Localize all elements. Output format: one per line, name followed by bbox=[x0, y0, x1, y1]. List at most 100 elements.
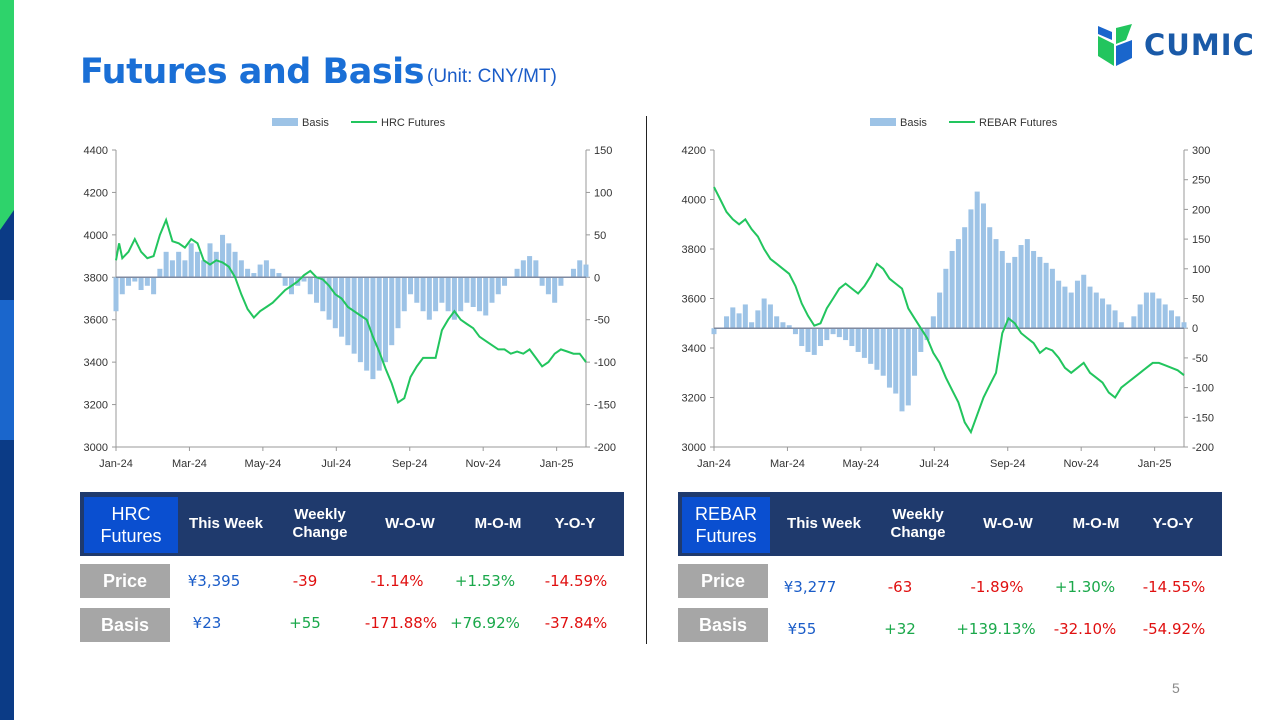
table-header-cell: Weekly Change bbox=[890, 506, 946, 541]
basis-bar bbox=[232, 251, 238, 278]
x-tick-label: Sep-24 bbox=[392, 458, 427, 470]
table-cell: -63 bbox=[887, 578, 913, 596]
basis-bar bbox=[213, 251, 219, 278]
table-cell: +32 bbox=[884, 620, 916, 638]
table-cell: -14.55% bbox=[1142, 578, 1206, 596]
basis-bar bbox=[495, 277, 501, 295]
basis-bar bbox=[1181, 322, 1187, 329]
left-tick-label: 3000 bbox=[682, 442, 706, 454]
basis-bar bbox=[1093, 292, 1099, 329]
basis-bar bbox=[736, 313, 742, 329]
table-cell: +1.53% bbox=[454, 572, 516, 590]
basis-bar bbox=[238, 260, 244, 278]
basis-bar bbox=[1024, 239, 1030, 329]
basis-bar bbox=[451, 277, 457, 320]
legend-label: Basis bbox=[900, 117, 927, 129]
basis-bar bbox=[799, 328, 805, 347]
basis-bar bbox=[724, 316, 730, 329]
table-cell: -32.10% bbox=[1053, 620, 1117, 638]
basis-bar bbox=[792, 328, 798, 335]
basis-bar bbox=[332, 277, 338, 329]
basis-bar bbox=[113, 277, 119, 312]
basis-bar bbox=[276, 273, 282, 278]
basis-bar bbox=[514, 268, 520, 278]
basis-bar bbox=[502, 277, 508, 286]
basis-bar bbox=[1043, 262, 1049, 329]
right-tick-label: 100 bbox=[594, 187, 612, 199]
table-header-cell: HRC Futures bbox=[84, 497, 178, 553]
basis-bar bbox=[314, 277, 320, 303]
chart-legend: Basis REBAR Futures bbox=[870, 117, 1058, 129]
panel-divider bbox=[646, 116, 647, 644]
table-cell: -1.14% bbox=[370, 572, 424, 590]
basis-bar bbox=[408, 277, 414, 295]
table-cell: ¥3,395 bbox=[187, 572, 241, 590]
basis-bar bbox=[533, 260, 539, 278]
legend-label: Basis bbox=[302, 117, 329, 129]
left-tick-label: 4400 bbox=[84, 145, 108, 157]
basis-bar bbox=[583, 264, 589, 278]
basis-bar bbox=[433, 277, 439, 312]
basis-bar bbox=[899, 328, 905, 412]
basis-bar bbox=[577, 260, 583, 278]
basis-bar bbox=[176, 251, 182, 278]
basis-bar bbox=[169, 260, 175, 278]
right-tick-label: 0 bbox=[594, 272, 600, 284]
right-tick-label: -50 bbox=[1192, 353, 1208, 365]
right-tick-label: 50 bbox=[1192, 294, 1204, 306]
left-tick-label: 3200 bbox=[84, 400, 108, 412]
chart-legend: Basis HRC Futures bbox=[272, 117, 446, 129]
basis-bar bbox=[849, 328, 855, 347]
x-tick-label: May-24 bbox=[245, 458, 282, 470]
basis-bar bbox=[924, 328, 930, 341]
basis-bar bbox=[389, 277, 395, 346]
futures-line bbox=[115, 217, 587, 404]
basis-bar bbox=[401, 277, 407, 312]
basis-bar bbox=[1074, 280, 1080, 329]
basis-bar bbox=[151, 277, 157, 295]
table-header-cell: This Week bbox=[189, 515, 263, 532]
basis-bar bbox=[527, 256, 533, 278]
basis-bar bbox=[836, 328, 842, 338]
table-cell: -1.89% bbox=[970, 578, 1024, 596]
basis-bar bbox=[1106, 304, 1112, 329]
basis-bar bbox=[930, 316, 936, 329]
basis-bar bbox=[364, 277, 370, 371]
basis-bar bbox=[558, 277, 564, 286]
right-tick-label: 150 bbox=[1192, 234, 1210, 246]
right-tick-label: 200 bbox=[1192, 204, 1210, 216]
slide-accent-strip bbox=[0, 0, 14, 720]
right-tick-label: -200 bbox=[594, 442, 616, 454]
basis-bar bbox=[880, 328, 886, 376]
basis-bar bbox=[395, 277, 401, 329]
basis-bar bbox=[464, 277, 470, 303]
basis-bar bbox=[545, 277, 551, 295]
x-tick-label: Jan-25 bbox=[1138, 458, 1172, 470]
basis-bar bbox=[1131, 316, 1137, 329]
basis-bar bbox=[1018, 245, 1024, 329]
basis-bar bbox=[157, 268, 163, 278]
basis-bar bbox=[1112, 310, 1118, 329]
basis-bar bbox=[874, 328, 880, 370]
table-cell: +76.92% bbox=[450, 614, 520, 632]
x-tick-label: Jan-25 bbox=[540, 458, 574, 470]
right-tick-label: -150 bbox=[1192, 412, 1214, 424]
cumic-logo: CUMIC bbox=[1096, 22, 1256, 68]
basis-bar bbox=[420, 277, 426, 312]
left-tick-label: 3800 bbox=[84, 272, 108, 284]
right-tick-label: 250 bbox=[1192, 175, 1210, 187]
basis-bar bbox=[1012, 256, 1018, 329]
table-cell: +55 bbox=[289, 614, 321, 632]
basis-bar bbox=[188, 243, 194, 278]
rebar-futures-basis-chart: Basis REBAR Futures 4200 4000 3800 3600 3400 32… bbox=[682, 117, 1215, 470]
basis-bar bbox=[999, 250, 1005, 329]
basis-bar bbox=[1162, 304, 1168, 329]
table-cell: +1.30% bbox=[1054, 578, 1116, 596]
basis-bar bbox=[1175, 316, 1181, 329]
left-tick-label: 4000 bbox=[84, 230, 108, 242]
basis-bar bbox=[711, 328, 717, 335]
basis-bar bbox=[830, 328, 836, 335]
basis-bar bbox=[351, 277, 357, 354]
basis-bar bbox=[1062, 286, 1068, 329]
basis-bar bbox=[774, 316, 780, 329]
